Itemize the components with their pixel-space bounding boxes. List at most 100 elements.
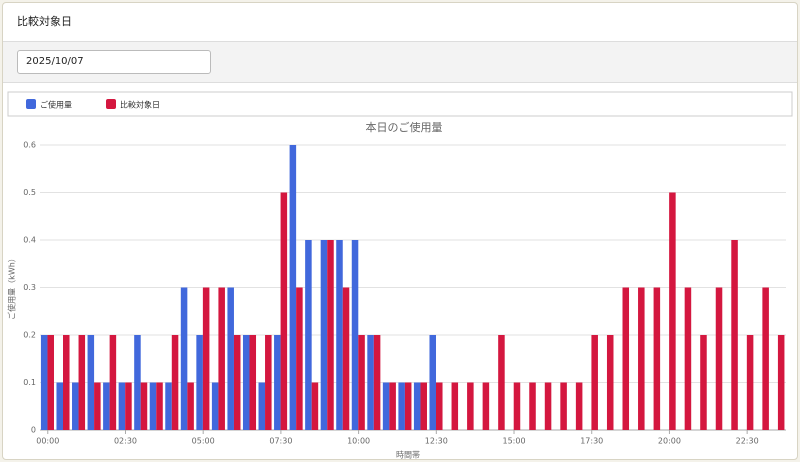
bar	[165, 382, 172, 430]
bar	[622, 287, 630, 430]
x-tick-label: 05:00	[192, 437, 215, 446]
bar	[109, 335, 117, 430]
bar	[280, 192, 288, 430]
y-tick-label: 0.6	[23, 141, 36, 150]
y-tick-label: 0.5	[23, 188, 36, 197]
bar	[746, 335, 754, 430]
y-tick-label: 0.3	[23, 283, 36, 292]
chart-title: 本日のご使用量	[366, 120, 443, 134]
bar	[413, 382, 421, 430]
bar	[233, 335, 241, 430]
y-tick-label: 0.1	[23, 378, 36, 387]
bar	[63, 335, 70, 430]
bar	[56, 382, 64, 430]
bar	[451, 382, 459, 430]
bar	[684, 287, 692, 430]
bar	[342, 287, 350, 430]
bar	[103, 382, 110, 430]
bar	[211, 382, 219, 430]
bar	[715, 287, 723, 430]
bar	[700, 335, 707, 430]
bar	[498, 335, 505, 430]
bar	[653, 287, 661, 430]
bar	[351, 240, 359, 430]
bar	[762, 287, 769, 430]
bar	[202, 287, 210, 430]
bar	[140, 382, 148, 430]
header-title: 比較対象日	[3, 3, 797, 42]
bar	[467, 382, 474, 430]
bar	[94, 382, 101, 430]
bar	[320, 240, 328, 430]
bar	[289, 145, 297, 430]
bar	[398, 382, 405, 430]
legend-label: ご使用量	[40, 100, 72, 110]
x-tick-label: 15:00	[502, 437, 525, 446]
bar	[591, 335, 598, 430]
bar	[296, 287, 303, 430]
bar	[777, 335, 785, 430]
bar	[560, 382, 567, 430]
bar	[382, 382, 390, 430]
bar	[336, 240, 343, 430]
bar	[529, 382, 536, 430]
bar	[196, 335, 203, 430]
bar	[513, 382, 521, 430]
bar	[367, 335, 374, 430]
bar	[575, 382, 583, 430]
legend-swatch	[106, 99, 116, 109]
bar	[72, 382, 79, 430]
bar	[218, 287, 225, 430]
x-tick-label: 00:00	[36, 437, 59, 446]
bar	[134, 335, 141, 430]
bar	[429, 335, 437, 430]
bar	[171, 335, 179, 430]
x-tick-label: 20:00	[658, 437, 681, 446]
bar	[227, 287, 234, 430]
bar	[249, 335, 257, 430]
bar	[544, 382, 552, 430]
bar	[373, 335, 381, 430]
bar	[87, 335, 95, 430]
bar	[47, 335, 54, 430]
bar	[125, 382, 132, 430]
bar	[187, 382, 194, 430]
x-tick-label: 22:30	[736, 437, 759, 446]
y-tick-label: 0.2	[23, 331, 36, 340]
bar	[265, 335, 272, 430]
bar	[669, 192, 676, 430]
bar	[436, 382, 443, 430]
x-tick-label: 10:00	[347, 437, 370, 446]
x-tick-label: 12:30	[425, 437, 448, 446]
legend-swatch	[26, 99, 36, 109]
bar	[274, 335, 281, 430]
bar	[305, 240, 312, 430]
bar	[389, 382, 396, 430]
date-input[interactable]: 2025/10/07	[17, 50, 211, 74]
bar	[404, 382, 412, 430]
bar	[482, 382, 490, 430]
y-tick-label: 0	[31, 426, 36, 435]
y-axis-label: ご使用量（kWh）	[7, 254, 17, 320]
bar	[358, 335, 365, 430]
y-tick-label: 0.4	[23, 236, 36, 245]
x-axis-label: 時間帯	[396, 450, 420, 460]
bar	[180, 287, 188, 430]
bar	[118, 382, 126, 430]
bar	[327, 240, 334, 430]
bar	[242, 335, 250, 430]
bar	[78, 335, 86, 430]
bar	[258, 382, 266, 430]
bar	[311, 382, 319, 430]
bar	[731, 240, 738, 430]
x-tick-label: 02:30	[114, 437, 137, 446]
bar	[40, 335, 48, 430]
bar	[638, 287, 645, 430]
x-tick-label: 07:30	[269, 437, 292, 446]
legend-label: 比較対象日	[120, 100, 160, 110]
bar	[149, 382, 157, 430]
bar	[156, 382, 163, 430]
date-bar: 2025/10/07	[3, 42, 797, 83]
